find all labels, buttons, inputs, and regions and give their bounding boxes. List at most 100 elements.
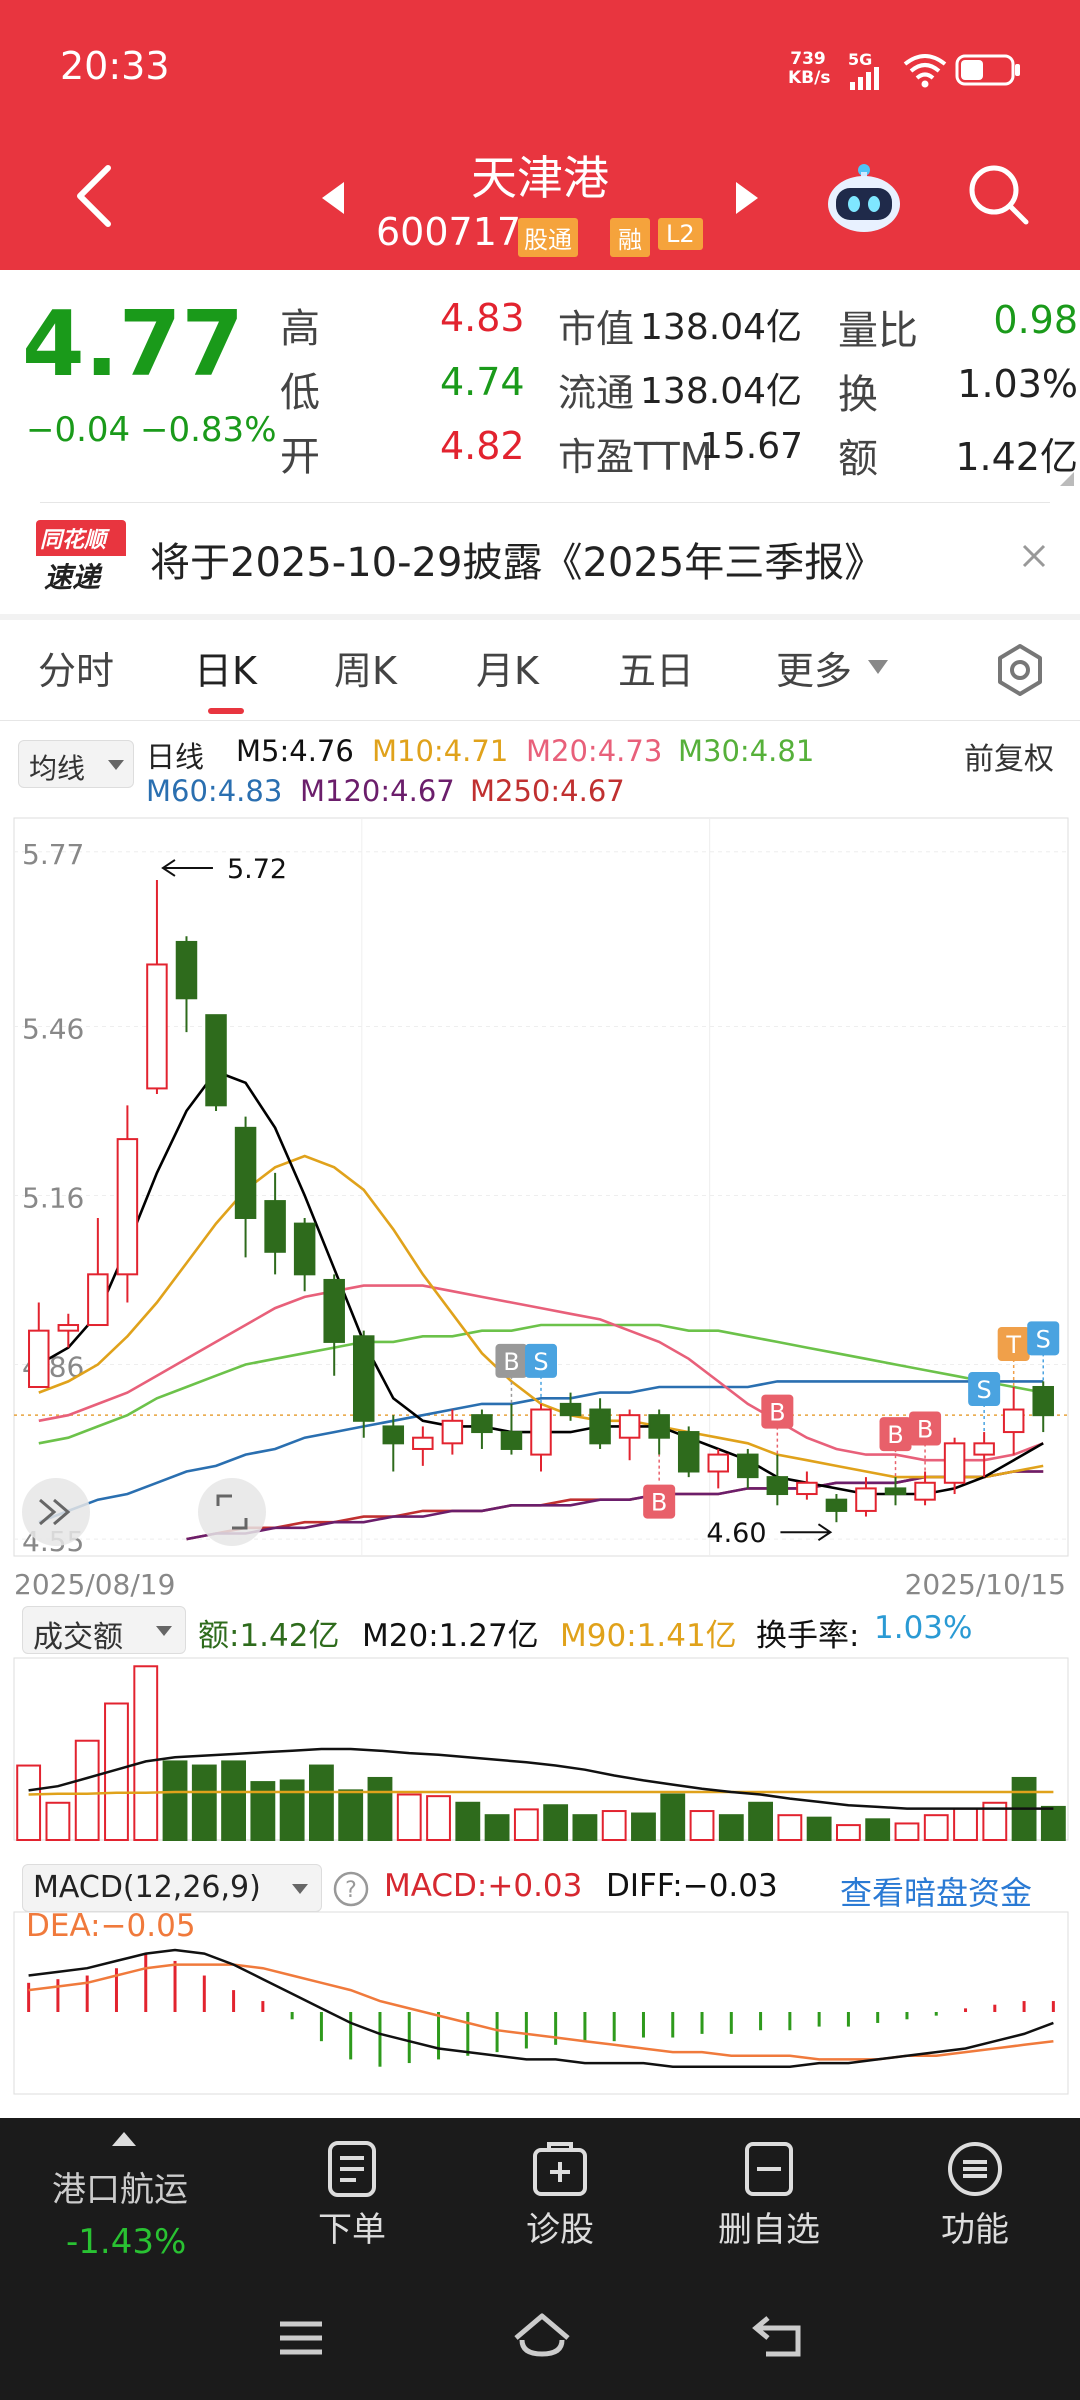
nav-diagnose[interactable]: 诊股 (485, 2140, 635, 2251)
macd-frame (13, 1911, 1069, 2095)
candle-up (855, 1487, 877, 1512)
low-arrow (780, 1523, 833, 1542)
candle-up (796, 1481, 818, 1496)
tab-intraday[interactable]: 分时 (38, 649, 115, 693)
low-label: 低 (280, 370, 320, 416)
prev-stock-icon[interactable] (318, 180, 348, 216)
search-icon[interactable] (966, 162, 1032, 228)
nav-remove-watchlist[interactable]: 删自选 (694, 2140, 844, 2251)
candle-down (264, 1200, 286, 1253)
candle-down (1032, 1385, 1054, 1417)
nav-functions[interactable]: 功能 (900, 2140, 1050, 2251)
ma-selector[interactable]: 均线 (18, 740, 134, 788)
volume-bar (484, 1814, 510, 1842)
expand-corner-icon[interactable] (1058, 470, 1076, 488)
adjust-mode[interactable]: 前复权 (964, 742, 1054, 777)
dark-pool-link[interactable]: 查看暗盘资金 (840, 1874, 1033, 1912)
nav-order[interactable]: 下单 (277, 2140, 427, 2251)
macd-selector-label: MACD(12,26,9) (33, 1870, 261, 1905)
tab-five-day[interactable]: 五日 (618, 649, 695, 693)
volume-bar (133, 1665, 159, 1842)
sector-name[interactable]: 港口航运 (52, 2170, 188, 2210)
tab-weekly-k[interactable]: 周K (334, 649, 397, 693)
diff-line (28, 1948, 1054, 2068)
chevron-down-icon[interactable] (866, 658, 890, 676)
volume-bar (718, 1814, 744, 1842)
system-home-icon[interactable] (512, 2310, 572, 2360)
signal-label: S (533, 1348, 548, 1376)
status-time: 20:33 (60, 44, 170, 88)
connect-badge: 股通 (518, 218, 578, 257)
low-value: 4.74 (440, 360, 525, 404)
margin-badge: 融 (610, 218, 650, 257)
candle-down (737, 1453, 759, 1479)
close-icon[interactable] (1020, 542, 1048, 570)
candle-up (57, 1324, 80, 1332)
news-logo-top: 同花顺 (36, 520, 126, 556)
level2-badge: L2 (658, 218, 703, 250)
news-text[interactable]: 将于2025-10-29披露《2025年三季报》 (150, 540, 885, 586)
turnover-label: 换 (838, 372, 878, 418)
macd-indicator-selector[interactable]: MACD(12,26,9) (22, 1864, 322, 1912)
battery-icon (955, 54, 1020, 86)
candle-down (205, 1014, 227, 1107)
next-stock-icon[interactable] (732, 180, 762, 216)
volume-m20: M20:1.27亿 (362, 1618, 539, 1654)
mktcap-label: 市值 (558, 307, 635, 351)
volume-bar (923, 1814, 949, 1842)
volume-frame (13, 1657, 1069, 1841)
dea-line (28, 1963, 1054, 2061)
kline-chart[interactable]: 5.775.465.164.864.55BSBBBBSTS5.724.60202… (0, 812, 1080, 1612)
turnover-rate-value: 1.03% (874, 1610, 973, 1646)
volume-bar (777, 1814, 803, 1842)
volume-bar (689, 1810, 715, 1842)
net-speed-value: 739 (790, 49, 826, 69)
candle-down (175, 940, 198, 1000)
system-menu-icon[interactable] (276, 2318, 326, 2358)
ma20-line (38, 1284, 1044, 1462)
candle-down (589, 1408, 611, 1445)
volume-bar (894, 1822, 920, 1841)
turnover-value: 1.03% (957, 362, 1078, 406)
ai-robot-icon[interactable] (822, 160, 906, 236)
pe-value: 15.67 (700, 426, 804, 467)
ma60-value: M60:4.83 (146, 774, 283, 808)
volume-m90-line (28, 1790, 1054, 1796)
signal-label: B (887, 1421, 903, 1449)
ma120-value: M120:4.67 (300, 774, 455, 808)
last-price: 4.77 (22, 292, 245, 397)
ma-selector-label: 均线 (29, 752, 86, 785)
volume-indicator-selector[interactable]: 成交额 (22, 1606, 186, 1655)
volume-bar (806, 1816, 832, 1841)
ma10-value: M10:4.71 (372, 734, 509, 768)
settings-icon[interactable] (990, 640, 1050, 700)
volume-bar (221, 1760, 247, 1841)
tab-more[interactable]: 更多 (776, 649, 853, 693)
candle-down (323, 1278, 345, 1343)
collapse-button[interactable] (22, 1478, 90, 1546)
ma60-line (38, 1380, 1044, 1524)
open-label: 开 (280, 434, 320, 480)
tab-monthly-k[interactable]: 月K (476, 649, 539, 693)
macd-value: MACD:+0.03 (384, 1868, 583, 1904)
y-tick-label: 5.46 (22, 1012, 84, 1045)
ma250-value: M250:4.67 (470, 774, 625, 808)
signal-icon (850, 67, 879, 90)
range-select-button[interactable] (198, 1478, 266, 1546)
volume-bar (426, 1795, 451, 1841)
volume-bar (396, 1793, 422, 1841)
ma20-value: M20:4.73 (526, 734, 663, 768)
nav-functions-label: 功能 (941, 2210, 1009, 2250)
amount-value: 1.42亿 (955, 435, 1078, 479)
wifi-icon (903, 54, 947, 88)
net-speed: 739 KB/s (788, 49, 830, 88)
candle-down (382, 1425, 405, 1445)
volume-chart (13, 1657, 1069, 1842)
help-icon[interactable]: ? (332, 1870, 370, 1908)
volume-bar (513, 1808, 539, 1842)
system-back-icon[interactable] (752, 2314, 808, 2360)
back-icon[interactable] (72, 164, 116, 228)
tab-daily-k[interactable]: 日K (194, 649, 257, 693)
chevron-up-icon[interactable] (110, 2130, 138, 2148)
ma30-value: M30:4.81 (678, 734, 815, 768)
